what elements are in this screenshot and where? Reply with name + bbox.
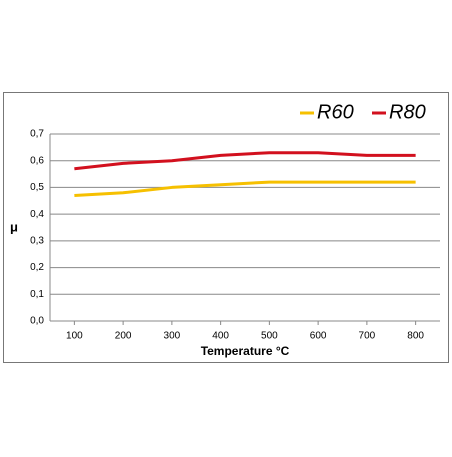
y-axis-label: μ: [10, 219, 18, 234]
series-line: [74, 180, 416, 197]
x-tick-label: 200: [115, 331, 132, 342]
y-tick-label: 0,5: [30, 182, 44, 193]
series-line: [74, 151, 416, 171]
x-tick-label: 300: [164, 331, 181, 342]
y-tick-label: 0,2: [30, 262, 44, 273]
y-tick-label: 0,3: [30, 235, 44, 246]
x-axis-label: Temperature °C: [201, 344, 290, 358]
x-tick-label: 400: [212, 331, 229, 342]
x-tick-label: 500: [261, 331, 278, 342]
x-tick-label: 800: [407, 331, 424, 342]
legend-label: R80: [389, 101, 426, 123]
x-tick-label: 100: [66, 331, 83, 342]
y-tick-label: 0,6: [30, 155, 44, 166]
x-tick-label: 600: [310, 331, 327, 342]
chart-frame: [3, 92, 449, 363]
x-tick-label: 700: [359, 331, 376, 342]
y-tick-label: 0,7: [30, 129, 44, 140]
y-tick-label: 0,0: [30, 316, 44, 327]
y-tick-label: 0,1: [30, 289, 44, 300]
legend-label: R60: [317, 101, 354, 123]
y-tick-label: 0,4: [30, 209, 44, 220]
